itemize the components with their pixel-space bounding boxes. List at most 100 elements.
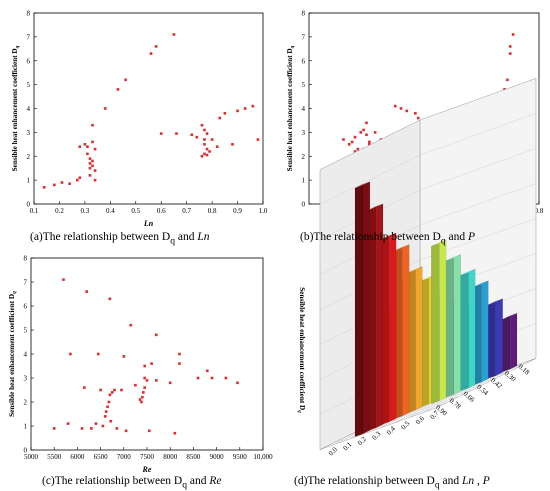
data-point [69,352,72,356]
y-tick-label: 0 [302,201,306,209]
x-tick-label: 6000 [70,453,85,461]
y-tick-label: 0.6 [414,414,426,426]
data-point [122,355,126,358]
y-tick-label: 6 [24,303,28,311]
data-point [195,135,199,139]
data-point [365,133,368,137]
data-point [154,45,158,48]
bar-3d [367,203,384,431]
bar-top [394,244,410,252]
y-tick-label: 0 [24,447,28,455]
data-point [66,422,70,425]
caption-a: (a)The relationship between Dq and Ln [30,231,210,247]
x-tick-label: 9000 [210,453,225,461]
data-point [143,376,146,380]
y-tick-label: 7 [24,279,28,287]
data-point [208,150,211,153]
y-tick-label: 5 [24,327,28,335]
bar-front [402,244,410,417]
y-tick-label: 0.0 [327,445,339,457]
bar-3d [473,280,489,386]
data-point [236,109,239,113]
data-point [203,152,206,156]
x-tick-label: 5000 [24,453,39,461]
bar-side [354,185,364,437]
bar-top [368,203,384,211]
bar-top [354,181,370,189]
data-point [399,107,403,110]
data-point [143,386,146,389]
data-point [75,178,79,182]
data-point [85,290,88,293]
data-point [405,109,409,113]
data-point [243,107,247,110]
data-point [205,132,209,135]
data-point [231,143,234,146]
data-point [53,183,56,187]
x-tick-label: 10,000 [253,453,273,461]
data-point [353,150,357,153]
bar-3d [394,244,410,420]
y-tick-label: 5 [302,81,306,89]
data-point [101,424,105,428]
x-tick-label: 7500 [140,453,155,461]
data-point [83,143,87,146]
data-point [168,381,172,385]
data-point [359,131,363,134]
data-point [110,391,114,394]
data-point [196,376,200,380]
data-point [368,140,371,144]
data-point [138,398,142,401]
wall-grid [419,183,537,226]
bar-3d [354,181,371,437]
x-tick-label: 0.6 [157,207,166,215]
bar-top [487,298,503,306]
bar-front [415,266,423,411]
y-tick-label: 6 [27,57,31,65]
data-point [93,178,97,182]
bar-front [509,312,518,370]
data-point [141,391,145,394]
data-point [91,164,94,168]
y-tick-label: 6 [302,57,306,65]
data-point [356,147,360,151]
y-tick-label: 8 [24,255,28,263]
data-point [107,400,111,404]
data-point [134,383,137,387]
bar-3d [407,266,423,414]
bar-top [407,266,423,274]
data-point [88,157,92,160]
data-point [373,131,377,134]
data-point [347,143,351,146]
data-point [68,182,71,186]
bar-top [460,269,476,276]
data-point [393,104,397,108]
data-point [200,154,204,158]
caption-b: (b)The relationship between Dq and P [300,231,476,247]
y-tick-label: 7 [27,33,31,41]
data-point [365,121,368,125]
data-point [52,427,56,430]
data-point [60,181,64,184]
y-tick-label: 0.5 [400,419,412,431]
x-tick-label: 5500 [47,453,62,461]
data-point [129,323,133,327]
x-tick-label: 0.18 [517,363,532,377]
bar-3d [487,298,503,379]
x-tick-label: 0.5 [131,207,140,215]
y-tick-label: 2 [27,153,31,161]
data-point [108,297,112,301]
x-tick-label: 0.30 [503,369,518,383]
bar-side [460,272,469,392]
data-point [190,133,194,137]
data-point [124,78,127,82]
data-point [96,352,100,356]
bar-side [487,301,496,379]
data-point [90,427,93,430]
data-point [154,379,158,382]
data-point [511,33,515,36]
data-point [210,138,214,141]
y-tick-label: 0 [27,201,31,209]
data-point [508,45,512,48]
x-tick-label: 0.66 [462,390,477,404]
